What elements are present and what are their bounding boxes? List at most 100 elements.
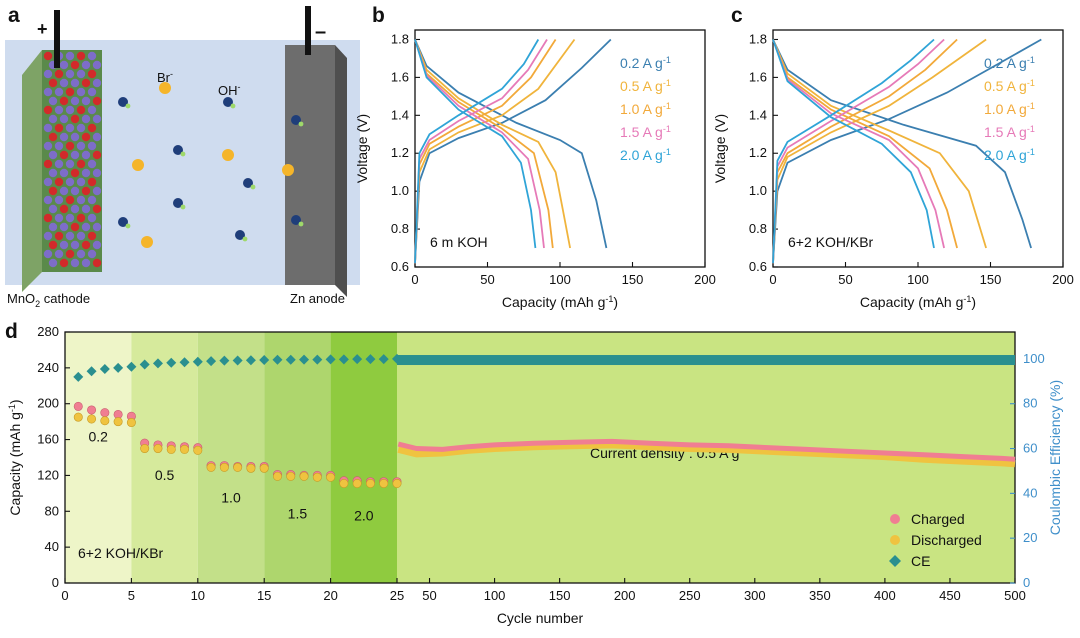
x-tick-label: 0 xyxy=(769,272,776,287)
rate-label: 0.5 xyxy=(155,467,175,483)
discharged-point xyxy=(272,471,282,481)
oh-ion-label: OH- xyxy=(218,82,241,98)
legend-entry: 1.5 A g-1 xyxy=(620,124,671,140)
crystal-atom xyxy=(81,258,91,268)
series-line-charge xyxy=(772,38,1042,264)
ce-point xyxy=(206,356,217,367)
crystal-atom xyxy=(70,258,80,268)
legend-entry: 0.2 A g-1 xyxy=(984,55,1035,71)
panel-d: d 0 40 80 120 160 200 240 280 0 20 40 60 80 100 0 5 10 15… xyxy=(5,320,1063,626)
ce-point xyxy=(152,358,163,369)
x-tick-label: 100 xyxy=(549,272,571,287)
x-tick-label: 350 xyxy=(809,588,831,603)
x-tick-label: 5 xyxy=(128,588,135,603)
crystal-atom xyxy=(76,231,86,241)
crystal-atom xyxy=(43,195,53,205)
x-axis-label: Capacity (mAh g-1) xyxy=(860,294,976,310)
discharged-point xyxy=(140,444,150,454)
x-tick-label: 25 xyxy=(390,588,404,603)
charged-long-series xyxy=(397,438,1016,462)
crystal-atom xyxy=(87,177,97,187)
crystal-atom xyxy=(76,87,86,97)
oh-ion xyxy=(235,230,245,240)
crystal-atom xyxy=(48,132,58,142)
crystal-atom xyxy=(76,195,86,205)
mno2-crystal xyxy=(43,51,102,268)
discharged-point xyxy=(73,412,83,422)
crystal-atom xyxy=(87,51,97,61)
y-axis-label: Capacity (mAh g-1) xyxy=(7,399,23,515)
crystal-atom xyxy=(48,222,58,232)
discharged-point xyxy=(233,462,243,472)
x-tick-label: 0 xyxy=(61,588,68,603)
crystal-atom xyxy=(81,114,91,124)
crystal-atom xyxy=(87,213,97,223)
crystal-atom xyxy=(70,78,80,88)
crystal-atom xyxy=(54,213,64,223)
y-tick-label: 200 xyxy=(37,396,59,411)
oh-ion-h xyxy=(298,121,304,127)
discharged-point xyxy=(379,478,389,488)
ce-point xyxy=(352,354,363,365)
rate-label: 0.2 xyxy=(88,428,108,444)
panel-b: b 0 50 100 150 200 0.6 0.8 1.0 1.2 1.4 1.6 1.8 Capac… xyxy=(354,4,716,310)
oh-ion-h xyxy=(180,204,186,210)
x-tick-label: 10 xyxy=(191,588,205,603)
br-ion xyxy=(222,149,234,161)
rate-band xyxy=(197,332,265,583)
crystal-atom xyxy=(70,60,80,70)
legend-entry: 2.0 A g-1 xyxy=(984,147,1035,163)
y-tick-label: 0.6 xyxy=(391,259,409,274)
crystal-atom xyxy=(92,78,102,88)
ce-point xyxy=(126,361,137,372)
discharged-point xyxy=(312,472,322,482)
ce-point xyxy=(86,366,97,377)
crystal-atom xyxy=(87,159,97,169)
crystal-atom xyxy=(92,114,102,124)
crystal-atom xyxy=(54,231,64,241)
crystal-atom xyxy=(81,132,91,142)
crystal-atom xyxy=(48,96,58,106)
crystal-atom xyxy=(43,213,53,223)
crystal-atom xyxy=(43,141,53,151)
crystal-atom xyxy=(43,159,53,169)
y-tick-label: 0.8 xyxy=(391,221,409,236)
crystal-atom xyxy=(48,186,58,196)
oh-ion-h xyxy=(298,221,304,227)
crystal-atom xyxy=(65,51,75,61)
oh-ion xyxy=(173,145,183,155)
discharged-point xyxy=(193,445,203,455)
crystal-atom xyxy=(76,51,86,61)
discharged-point xyxy=(100,416,110,426)
crystal-atom xyxy=(87,105,97,115)
rate-label: 1.5 xyxy=(288,505,308,521)
electrolyte-annotation: 6 m KOH xyxy=(430,234,488,250)
panel-label-d: d xyxy=(5,320,18,343)
crystal-atom xyxy=(92,96,102,106)
y-tick-label: 1.0 xyxy=(391,183,409,198)
ce-point xyxy=(285,354,296,365)
crystal-atom xyxy=(59,168,69,178)
electrolyte-annotation: 6+2 KOH/KBr xyxy=(788,234,874,250)
series-line-discharge xyxy=(414,39,545,249)
ce-point xyxy=(73,371,84,382)
discharged-point xyxy=(153,444,163,454)
crystal-atom xyxy=(92,222,102,232)
ce-point xyxy=(139,359,150,370)
crystal-atom xyxy=(81,60,91,70)
br-ion-label: Br- xyxy=(157,69,173,85)
panel-a: a + – Br- OH- MnO2 cathode Zn anode xyxy=(5,4,360,309)
x-tick-label: 50 xyxy=(422,588,436,603)
y-tick-label: 1.8 xyxy=(749,31,767,46)
y-axis-label: Voltage (V) xyxy=(712,114,728,183)
y-tick-label: 120 xyxy=(37,467,59,482)
crystal-atom xyxy=(65,69,75,79)
crystal-atom xyxy=(92,186,102,196)
discharged-point xyxy=(299,471,309,481)
crystal-atom xyxy=(76,123,86,133)
legend-entry: 2.0 A g-1 xyxy=(620,147,671,163)
x-tick-label: 250 xyxy=(679,588,701,603)
crystal-atom xyxy=(87,141,97,151)
series-line-discharge xyxy=(414,39,537,249)
series-line-charge xyxy=(772,38,935,264)
